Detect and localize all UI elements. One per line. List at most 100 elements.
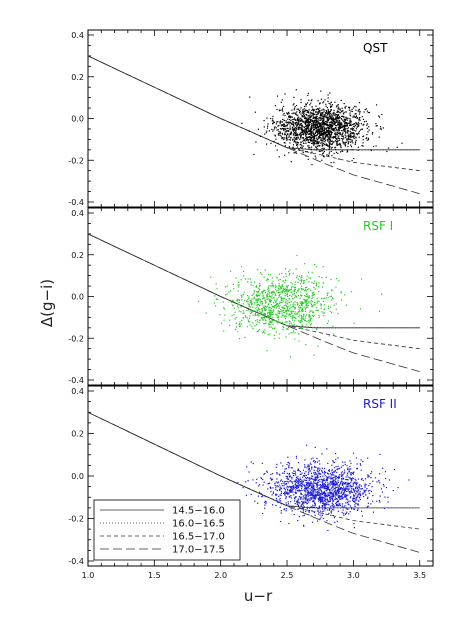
data-point	[287, 480, 289, 482]
data-point	[309, 320, 311, 323]
data-point	[323, 151, 325, 153]
x-axis-title: u−r	[244, 587, 273, 605]
data-point	[284, 292, 286, 294]
data-point	[324, 133, 326, 135]
data-point	[288, 135, 290, 137]
data-point	[337, 491, 340, 493]
data-point	[297, 108, 299, 110]
data-point	[347, 146, 349, 148]
data-point	[318, 111, 320, 113]
data-point	[337, 457, 339, 459]
data-point	[306, 102, 309, 104]
data-point	[330, 162, 332, 164]
data-point	[371, 471, 373, 473]
data-point	[263, 313, 265, 315]
data-point	[327, 100, 329, 102]
data-point	[326, 479, 328, 482]
data-point	[270, 473, 272, 475]
data-point	[323, 503, 325, 505]
data-point	[315, 480, 317, 482]
data-point	[347, 486, 349, 488]
data-point	[361, 145, 363, 147]
data-point	[281, 138, 283, 140]
data-point	[269, 298, 271, 300]
data-point	[262, 484, 264, 486]
data-point	[278, 295, 280, 297]
data-point	[312, 493, 314, 495]
data-point	[253, 292, 255, 294]
data-point	[282, 325, 284, 327]
data-point	[305, 491, 307, 493]
data-point	[337, 114, 339, 116]
data-point	[325, 122, 327, 124]
data-point	[329, 499, 331, 501]
data-point	[310, 481, 312, 483]
data-point	[290, 306, 292, 308]
data-point	[368, 126, 370, 128]
data-point	[304, 464, 306, 466]
data-point	[314, 503, 317, 505]
data-point	[306, 476, 308, 479]
data-point	[350, 132, 352, 134]
y-tick-label: -0.2	[68, 334, 84, 343]
data-point	[304, 497, 306, 499]
data-point	[341, 483, 343, 485]
data-point	[325, 297, 327, 299]
data-point	[282, 110, 284, 112]
data-point	[344, 119, 346, 121]
data-point	[262, 295, 264, 297]
data-point	[274, 327, 276, 329]
data-point	[334, 101, 336, 103]
data-point	[376, 104, 378, 106]
data-point	[320, 490, 322, 492]
data-point	[291, 283, 293, 285]
data-point	[265, 301, 267, 303]
data-point	[311, 109, 313, 111]
data-point	[324, 494, 326, 496]
data-point	[328, 470, 330, 472]
data-point	[317, 508, 319, 510]
data-point	[277, 482, 279, 484]
data-point	[233, 288, 235, 290]
data-point	[341, 125, 343, 127]
data-point	[294, 491, 296, 493]
data-point	[372, 480, 374, 482]
data-point	[305, 134, 307, 136]
data-point	[361, 510, 363, 512]
data-point	[283, 291, 286, 293]
data-point	[298, 134, 300, 136]
data-point	[263, 297, 265, 299]
data-point	[286, 285, 288, 288]
data-point	[349, 117, 351, 120]
data-point	[294, 139, 296, 141]
data-point	[314, 478, 316, 480]
data-point	[321, 139, 323, 141]
data-point	[295, 131, 297, 133]
data-point	[277, 310, 279, 312]
data-point	[349, 511, 351, 513]
data-point	[288, 466, 290, 468]
data-point	[331, 493, 333, 495]
data-point	[303, 113, 305, 116]
data-point	[268, 482, 270, 484]
data-point	[342, 150, 344, 152]
data-point	[303, 139, 305, 141]
data-point	[341, 110, 343, 112]
data-point	[289, 488, 291, 491]
data-point	[296, 108, 298, 110]
data-point	[307, 141, 309, 143]
data-point	[281, 285, 283, 287]
data-point	[330, 117, 332, 119]
data-point	[330, 476, 332, 478]
data-point	[325, 496, 327, 498]
data-point	[349, 505, 352, 507]
data-point	[319, 498, 321, 500]
data-point	[327, 130, 329, 132]
data-point	[328, 137, 330, 139]
data-point	[257, 291, 260, 293]
data-point	[265, 316, 267, 319]
data-point	[328, 469, 330, 471]
data-point	[317, 467, 319, 469]
data-point	[327, 94, 329, 96]
data-point	[249, 300, 251, 302]
